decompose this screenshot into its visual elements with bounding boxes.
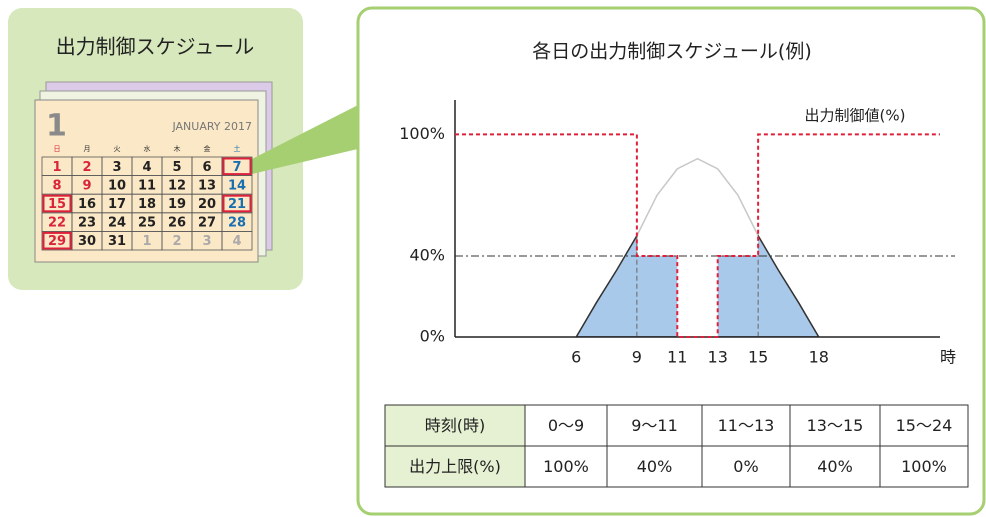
table-cell: [789, 404, 881, 447]
date: 31: [108, 234, 126, 249]
table-text: 出力上限(%): [409, 457, 501, 476]
date: 1: [142, 234, 151, 249]
x-tick-label: 6: [571, 348, 581, 367]
table-cell: [789, 445, 881, 488]
date: 12: [168, 178, 186, 193]
date: 11: [138, 178, 156, 193]
table-text: 9〜11: [631, 416, 678, 435]
date: 24: [108, 216, 126, 231]
table-cell: [606, 404, 703, 447]
date: 10: [108, 178, 126, 193]
table-text: 100%: [543, 457, 589, 476]
y-tick-label: 40%: [409, 245, 445, 264]
date: 25: [138, 216, 156, 231]
calendar-month: 1: [46, 109, 67, 144]
date: 14: [228, 178, 246, 193]
date: 21: [228, 197, 246, 212]
date: 23: [78, 216, 96, 231]
date: 2: [82, 160, 91, 175]
date-highlight: [42, 231, 72, 250]
date: 18: [138, 197, 156, 212]
date: 9: [82, 178, 91, 193]
date: 3: [202, 234, 211, 249]
date: 26: [168, 216, 186, 231]
x-axis-label: 時: [940, 348, 956, 367]
control-line: [455, 133, 940, 338]
y-tick-label: 100%: [399, 124, 445, 143]
date: 2: [172, 234, 181, 249]
x-tick-label: 11: [667, 348, 687, 367]
x-tick-label: 9: [632, 348, 642, 367]
x-tick-label: 18: [809, 348, 829, 367]
table-text: 40%: [817, 457, 853, 476]
x-tick-label: 15: [748, 348, 768, 367]
table-cell: [879, 445, 969, 488]
series-label: 出力制御値(%): [805, 107, 906, 125]
date: 5: [172, 160, 181, 175]
table-cell: [524, 445, 608, 488]
weekday: 木: [174, 144, 181, 153]
date: 3: [112, 160, 121, 175]
table-cell: [606, 445, 703, 488]
table-text: 13〜15: [807, 416, 864, 435]
table-cell: [524, 404, 608, 447]
chart-title: 各日の出力制御スケジュール(例): [532, 41, 812, 63]
date: 28: [228, 216, 246, 231]
date: 13: [198, 178, 216, 193]
calendar-cell: [221, 230, 253, 251]
weekday: 月: [84, 145, 91, 153]
weekday: 日: [54, 145, 61, 153]
date-highlight: [222, 157, 252, 176]
weekday: 火: [114, 145, 121, 153]
date: 19: [168, 197, 186, 212]
table-text: 0%: [733, 457, 758, 476]
callout-connector: [250, 103, 362, 174]
date: 29: [48, 234, 66, 249]
table-text: 時刻(時): [425, 416, 486, 435]
left-title: 出力制御スケジュール: [56, 35, 255, 59]
date: 1: [52, 160, 61, 175]
date-highlight: [222, 194, 252, 213]
date: 30: [78, 234, 96, 249]
table-cell: [701, 404, 791, 447]
date-highlight: [42, 194, 72, 213]
weekday: 土: [234, 144, 241, 153]
table-cell: [384, 404, 526, 447]
table-cell: [384, 445, 526, 488]
weekday: 金: [204, 144, 211, 153]
date: 8: [52, 178, 61, 193]
date: 16: [78, 197, 96, 212]
date: 4: [232, 234, 241, 249]
date: 15: [48, 197, 66, 212]
date: 7: [232, 160, 241, 175]
y-tick-label: 0%: [420, 327, 445, 346]
table-text: 11〜13: [718, 416, 775, 435]
weekday: 水: [144, 144, 151, 153]
table-text: 100%: [901, 457, 947, 476]
table-text: 0〜9: [548, 416, 584, 435]
table-text: 15〜24: [896, 416, 953, 435]
date: 17: [108, 197, 126, 212]
x-tick-label: 13: [708, 348, 728, 367]
date: 4: [142, 160, 151, 175]
date: 22: [48, 216, 66, 231]
calendar-month-label: JANUARY 2017: [171, 120, 252, 133]
date: 20: [198, 197, 216, 212]
table-text: 40%: [637, 457, 673, 476]
date: 6: [202, 160, 211, 175]
date: 27: [198, 216, 216, 231]
table-cell: [701, 445, 791, 488]
